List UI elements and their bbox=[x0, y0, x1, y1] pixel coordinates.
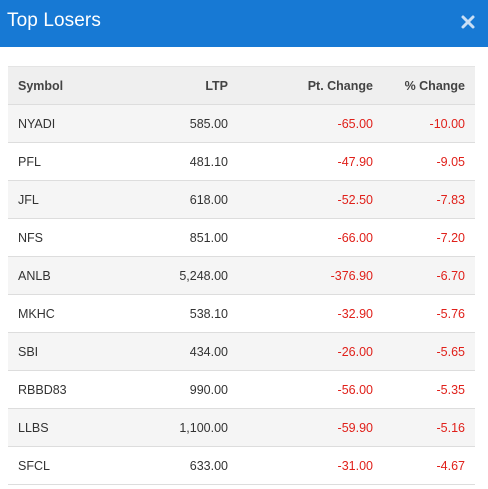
cell-pt-change: -376.90 bbox=[330, 268, 373, 283]
cell-ltp: 851.00 bbox=[189, 230, 228, 245]
table-row[interactable]: RBBD83 990.00 -56.00 -5.35 bbox=[8, 370, 475, 409]
cell-pct-change: -5.35 bbox=[436, 382, 466, 397]
cell-symbol[interactable]: ANLB bbox=[18, 268, 51, 283]
cell-pt-change: -65.00 bbox=[337, 116, 373, 131]
cell-symbol[interactable]: MKHC bbox=[18, 306, 55, 321]
cell-symbol[interactable]: NFS bbox=[18, 230, 43, 245]
table-row[interactable]: SBI 434.00 -26.00 -5.65 bbox=[8, 332, 475, 371]
cell-pt-change: -59.90 bbox=[337, 420, 373, 435]
table-row[interactable]: SFCL 633.00 -31.00 -4.67 bbox=[8, 446, 475, 485]
table-header: Symbol LTP Pt. Change % Change bbox=[8, 66, 475, 105]
cell-pt-change: -56.00 bbox=[337, 382, 373, 397]
cell-pct-change: -7.83 bbox=[436, 192, 466, 207]
cell-ltp: 5,248.00 bbox=[179, 268, 228, 283]
cell-symbol[interactable]: RBBD83 bbox=[18, 382, 67, 397]
modal-header: Top Losers bbox=[0, 0, 488, 47]
cell-ltp: 1,100.00 bbox=[179, 420, 228, 435]
cell-pct-change: -4.67 bbox=[436, 458, 466, 473]
cell-pct-change: -10.00 bbox=[429, 116, 465, 131]
cell-pct-change: -7.20 bbox=[436, 230, 466, 245]
table-row[interactable]: JFL 618.00 -52.50 -7.83 bbox=[8, 180, 475, 219]
cell-ltp: 585.00 bbox=[189, 116, 228, 131]
header-row: Symbol LTP Pt. Change % Change bbox=[8, 66, 475, 105]
modal-body: Symbol LTP Pt. Change % Change NYADI 585… bbox=[0, 47, 488, 485]
cell-symbol[interactable]: SBI bbox=[18, 344, 39, 359]
cell-pt-change: -26.00 bbox=[337, 344, 373, 359]
table-body: NYADI 585.00 -65.00 -10.00 PFL 481.10 -4… bbox=[8, 104, 475, 485]
cell-ltp: 633.00 bbox=[189, 458, 228, 473]
cell-pt-change: -52.50 bbox=[337, 192, 373, 207]
table-row[interactable]: PFL 481.10 -47.90 -9.05 bbox=[8, 142, 475, 181]
cell-symbol[interactable]: NYADI bbox=[18, 116, 56, 131]
cell-pt-change: -47.90 bbox=[337, 154, 373, 169]
cell-ltp: 481.10 bbox=[189, 154, 228, 169]
cell-symbol[interactable]: JFL bbox=[18, 192, 39, 207]
cell-pt-change: -31.00 bbox=[337, 458, 373, 473]
close-icon[interactable] bbox=[460, 14, 476, 30]
cell-pt-change: -32.90 bbox=[337, 306, 373, 321]
column-header-ltp[interactable]: LTP bbox=[128, 66, 238, 105]
cell-ltp: 990.00 bbox=[189, 382, 228, 397]
cell-symbol[interactable]: PFL bbox=[18, 154, 41, 169]
cell-pct-change: -5.65 bbox=[436, 344, 466, 359]
cell-ltp: 618.00 bbox=[189, 192, 228, 207]
cell-symbol[interactable]: LLBS bbox=[18, 420, 49, 435]
table-row[interactable]: LLBS 1,100.00 -59.90 -5.16 bbox=[8, 408, 475, 447]
cell-pt-change: -66.00 bbox=[337, 230, 373, 245]
table-row[interactable]: ANLB 5,248.00 -376.90 -6.70 bbox=[8, 256, 475, 295]
cell-ltp: 434.00 bbox=[189, 344, 228, 359]
column-header-symbol[interactable]: Symbol bbox=[8, 66, 128, 105]
table-row[interactable]: MKHC 538.10 -32.90 -5.76 bbox=[8, 294, 475, 333]
cell-symbol[interactable]: SFCL bbox=[18, 458, 50, 473]
table-row[interactable]: NFS 851.00 -66.00 -7.20 bbox=[8, 218, 475, 257]
modal-title: Top Losers bbox=[7, 9, 101, 31]
losers-table: Symbol LTP Pt. Change % Change NYADI 585… bbox=[8, 66, 475, 485]
cell-pct-change: -6.70 bbox=[436, 268, 466, 283]
column-header-pt-change[interactable]: Pt. Change bbox=[238, 66, 383, 105]
column-header-pct-change[interactable]: % Change bbox=[383, 66, 475, 105]
cell-pct-change: -5.76 bbox=[436, 306, 466, 321]
cell-pct-change: -9.05 bbox=[436, 154, 466, 169]
cell-pct-change: -5.16 bbox=[436, 420, 466, 435]
cell-ltp: 538.10 bbox=[189, 306, 228, 321]
table-row[interactable]: NYADI 585.00 -65.00 -10.00 bbox=[8, 104, 475, 143]
